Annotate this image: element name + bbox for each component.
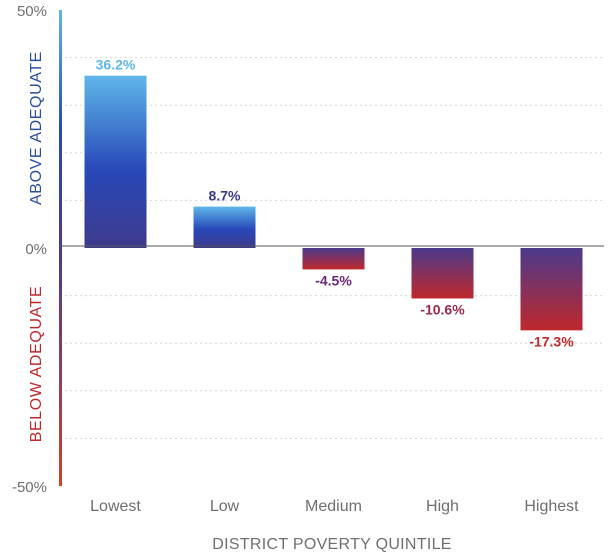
y-tick-label: 50%: [17, 3, 47, 20]
bar-lowest: [84, 75, 147, 248]
x-axis-label: DISTRICT POVERTY QUINTILE: [212, 536, 452, 553]
bar-high: [411, 248, 474, 299]
x-tick-label: Low: [210, 498, 240, 515]
bar-low: [193, 206, 256, 248]
y-axis-ticks: 50% 0% -50%: [12, 3, 47, 496]
data-label-medium: -4.5%: [315, 272, 352, 288]
data-labels: 36.2% 8.7% -4.5% -10.6% -17.3%: [96, 57, 575, 350]
x-axis-ticks: Lowest Low Medium High Highest: [90, 498, 579, 515]
bars: [84, 75, 583, 331]
data-label-highest: -17.3%: [529, 333, 574, 349]
x-tick-label: Lowest: [90, 498, 141, 515]
y-tick-label: -50%: [12, 479, 47, 496]
data-label-low: 8.7%: [209, 188, 241, 204]
y-axis-label-above: ABOVE ADEQUATE: [28, 51, 45, 205]
y-axis-label-below: BELOW ADEQUATE: [28, 286, 45, 443]
data-label-high: -10.6%: [420, 301, 465, 317]
gridlines: [60, 57, 604, 439]
x-tick-label: Medium: [305, 498, 362, 515]
y-axis-line: [59, 10, 62, 486]
x-tick-label: Highest: [524, 498, 579, 515]
y-tick-label: 0%: [25, 241, 47, 258]
data-label-lowest: 36.2%: [96, 57, 136, 73]
x-tick-label: High: [426, 498, 459, 515]
bar-medium: [302, 248, 365, 270]
bar-highest: [520, 248, 583, 331]
